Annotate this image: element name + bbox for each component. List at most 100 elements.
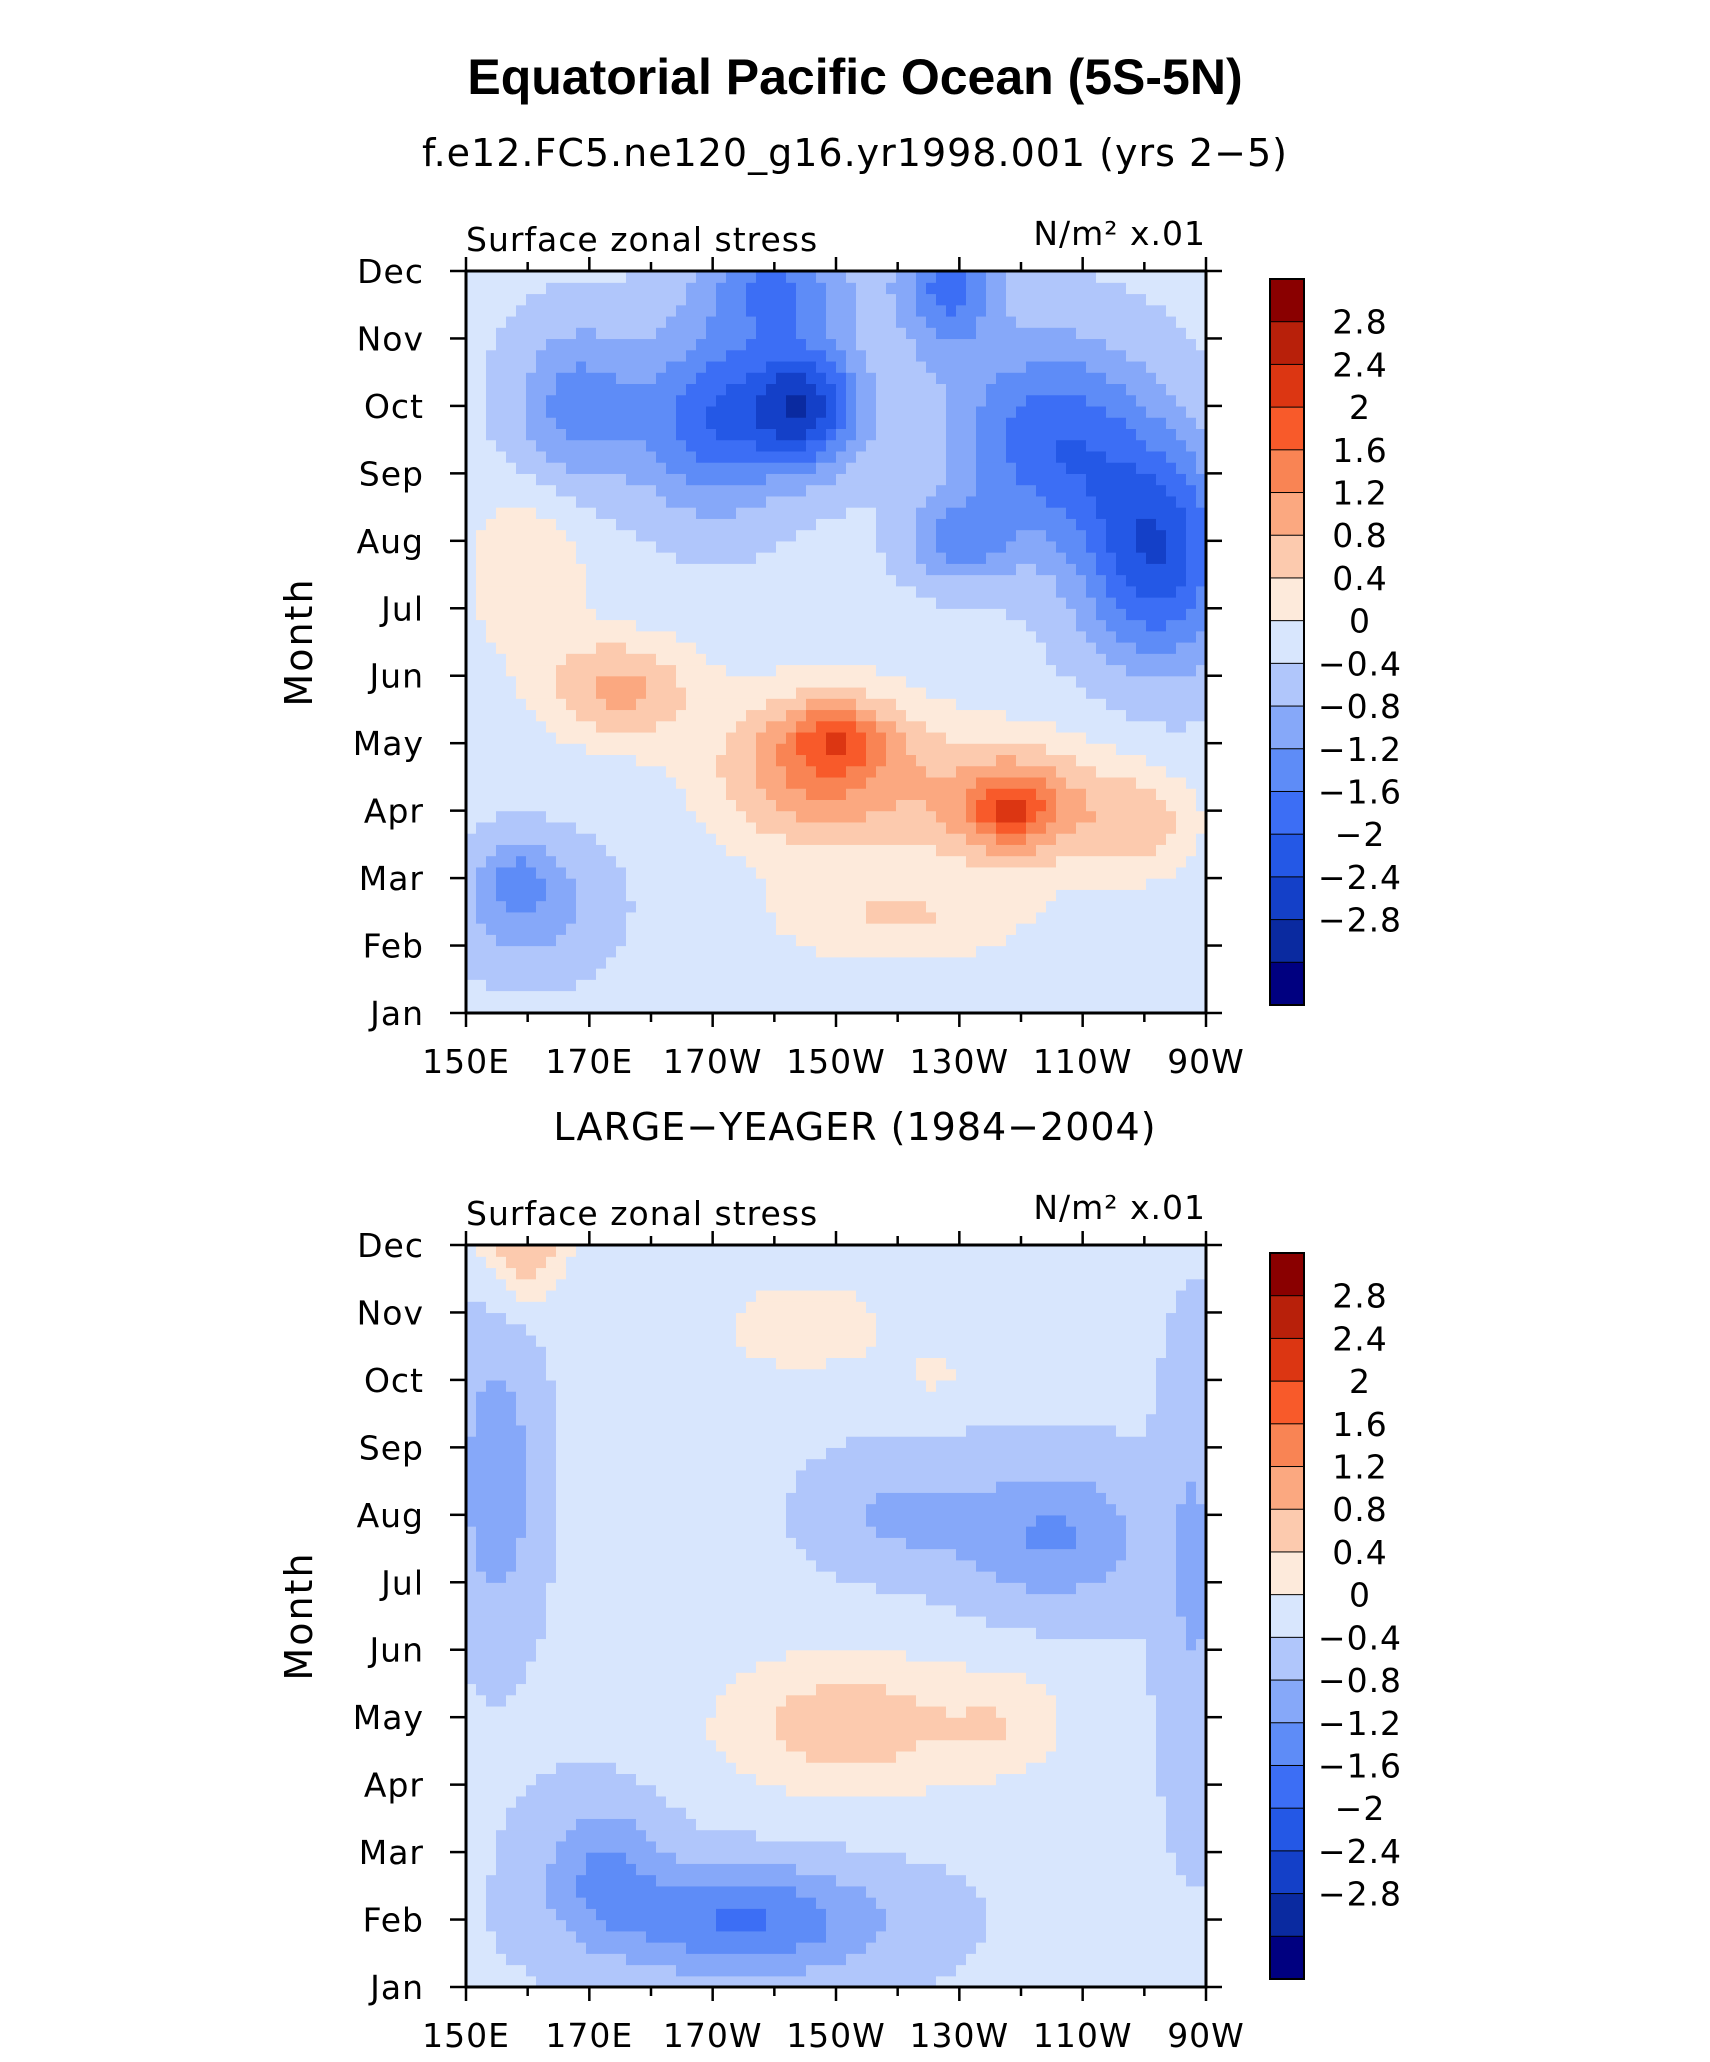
heatmap-cell [1106, 552, 1117, 564]
heatmap-cell [596, 315, 607, 328]
heatmap-cell [636, 450, 647, 463]
heatmap-cell [1076, 642, 1087, 654]
heatmap-cell [906, 698, 917, 711]
heatmap-cell [716, 642, 727, 654]
heatmap-cell [866, 529, 877, 542]
heatmap-cell [1176, 304, 1187, 317]
heatmap-cell [786, 304, 797, 317]
heatmap-cell [936, 990, 947, 1003]
heatmap-cell [566, 630, 577, 643]
heatmap-cell [1146, 709, 1157, 722]
heatmap-cell [626, 439, 637, 452]
heatmap-cell [856, 552, 867, 564]
heatmap-cell [556, 956, 567, 969]
colorbar-label: −1.2 [1318, 730, 1402, 769]
heatmap-cell [806, 866, 817, 879]
heatmap-cell [506, 923, 517, 935]
heatmap-cell [596, 776, 607, 789]
heatmap-cell [786, 439, 797, 452]
heatmap-cell [616, 450, 627, 463]
heatmap-cell [906, 383, 917, 396]
heatmap-cell [1126, 799, 1137, 812]
heatmap-cell [486, 833, 497, 845]
heatmap-cell [1146, 743, 1157, 756]
heatmap-cell [926, 664, 937, 677]
heatmap-cell [646, 900, 657, 913]
heatmap-cell [1166, 799, 1177, 812]
heatmap-cell [526, 934, 537, 947]
heatmap-cell [986, 518, 997, 531]
heatmap-cell [1186, 956, 1197, 969]
heatmap-cell [686, 754, 697, 767]
heatmap-cell [546, 788, 557, 800]
heatmap-cell [936, 743, 947, 756]
heatmap-cell [616, 315, 627, 328]
heatmap-cell [1116, 686, 1127, 699]
heatmap-cell [1196, 563, 1207, 576]
heatmap-cell [546, 866, 557, 879]
heatmap-cell [506, 597, 517, 609]
heatmap-cell [556, 597, 567, 609]
heatmap-cell [746, 417, 757, 429]
heatmap-cell [1186, 608, 1197, 621]
heatmap-cell [756, 394, 767, 407]
heatmap-cell [556, 923, 567, 935]
heatmap-cell [716, 934, 727, 947]
heatmap-cell [526, 788, 537, 800]
heatmap-cell [816, 810, 827, 823]
heatmap-cell [566, 731, 577, 744]
heatmap-cell [1106, 529, 1117, 542]
heatmap-cell [1176, 338, 1187, 351]
heatmap-cell [846, 360, 857, 373]
heatmap-cell [686, 439, 697, 452]
heatmap-cell [1006, 405, 1017, 418]
heatmap-cell [766, 923, 777, 935]
heatmap-cell [1136, 394, 1147, 407]
heatmap-cell [836, 866, 847, 879]
heatmap-cell [656, 844, 667, 857]
heatmap-cell [946, 338, 957, 351]
heatmap-cell [826, 911, 837, 924]
heatmap-cell [1116, 372, 1127, 385]
heatmap-cell [786, 788, 797, 800]
heatmap-cell [1076, 821, 1087, 834]
heatmap-cell [1026, 642, 1037, 654]
heatmap-cell [576, 439, 587, 452]
colorbar-swatch [1269, 705, 1305, 750]
heatmap-cell [846, 315, 857, 328]
heatmap-cell [726, 563, 737, 576]
heatmap-cell [576, 282, 587, 295]
heatmap-cell [1146, 394, 1157, 407]
heatmap-cell [656, 956, 667, 969]
heatmap-cell [676, 765, 687, 778]
heatmap-cell [546, 439, 557, 452]
heatmap-cell [856, 484, 867, 497]
heatmap-cell [466, 484, 477, 497]
heatmap-cell [536, 619, 547, 632]
heatmap-cell [1176, 450, 1187, 463]
heatmap-cell [496, 765, 507, 778]
heatmap-cell [1036, 630, 1047, 643]
heatmap-cell [786, 743, 797, 756]
heatmap-cell [746, 799, 757, 812]
heatmap-cell [816, 450, 827, 463]
heatmap-cell [936, 1001, 947, 1014]
heatmap-cell [866, 585, 877, 598]
heatmap-cell [616, 945, 627, 958]
heatmap-cell [896, 315, 907, 328]
heatmap-cell [856, 686, 867, 699]
heatmap-cell [546, 462, 557, 474]
heatmap-cell [596, 653, 607, 666]
heatmap-cell [816, 990, 827, 1003]
heatmap-cell [676, 653, 687, 666]
heatmap-cell [976, 968, 987, 980]
heatmap-cell [656, 889, 667, 902]
heatmap-cell [896, 810, 907, 823]
heatmap-cell [626, 799, 637, 812]
heatmap-cell [546, 821, 557, 834]
heatmap-cell [646, 473, 657, 486]
heatmap-cell [946, 552, 957, 564]
heatmap-cell [746, 372, 757, 385]
heatmap-cell [956, 439, 967, 452]
heatmap-cell [1196, 608, 1207, 621]
